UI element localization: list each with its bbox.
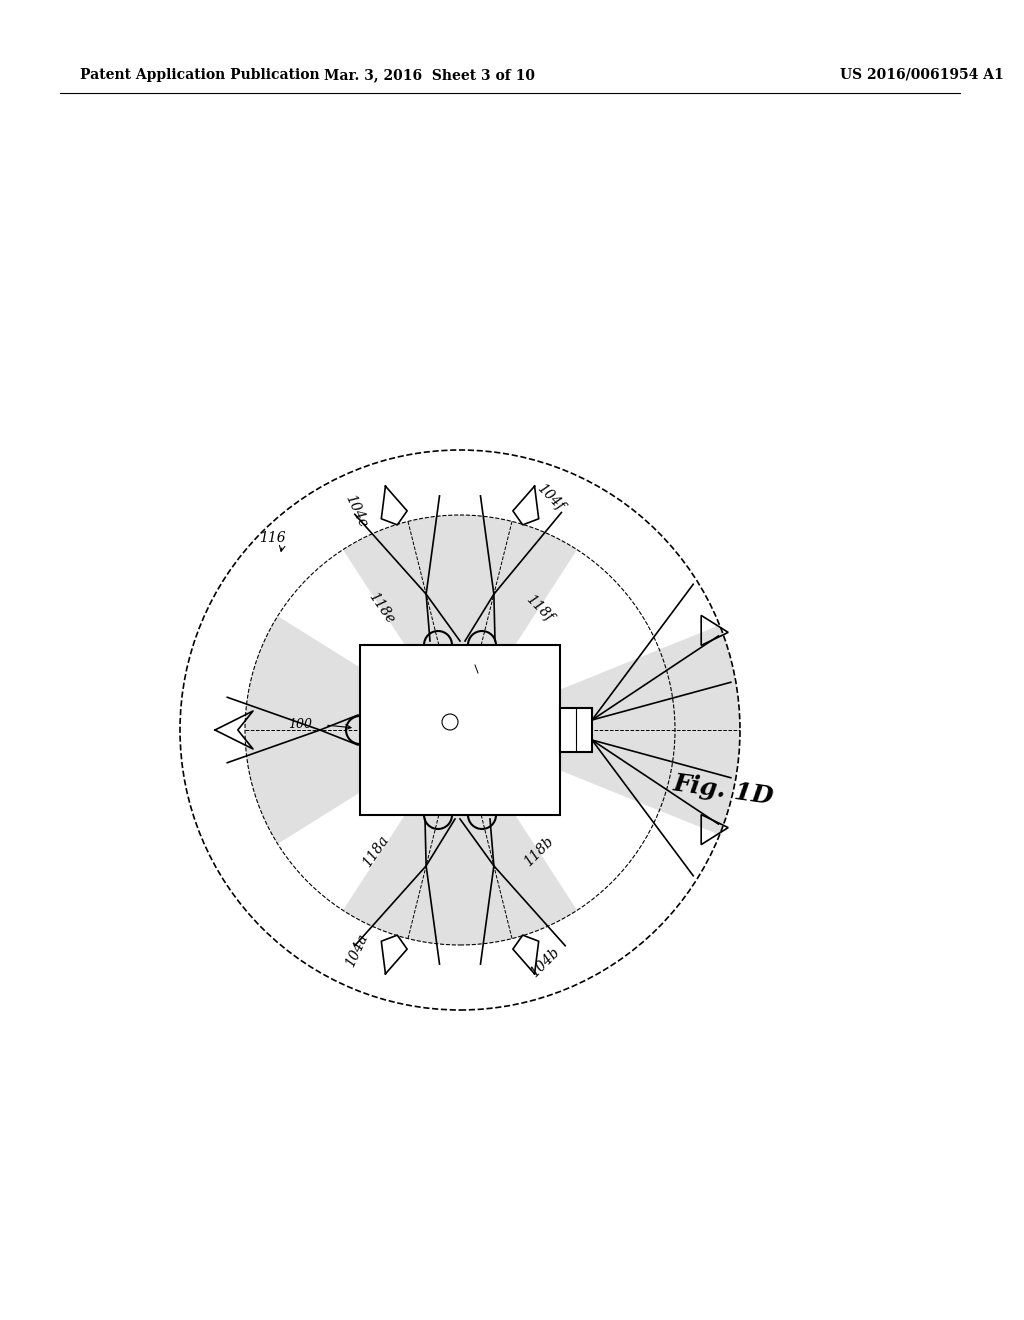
Text: 104a: 104a [343,932,371,970]
Text: 118b: 118b [521,834,557,870]
Text: US 2016/0061954 A1: US 2016/0061954 A1 [840,69,1004,82]
Bar [560,708,592,752]
Text: 104e: 104e [343,492,371,531]
Polygon shape [245,616,460,843]
Bar [360,645,560,814]
Text: 104b: 104b [527,945,562,981]
Text: 102: 102 [473,653,497,667]
Text: 118e: 118e [366,590,396,627]
Text: 100: 100 [288,718,312,731]
Text: 116: 116 [259,531,286,545]
Text: 104f: 104f [534,482,566,513]
Polygon shape [343,515,578,730]
Polygon shape [460,626,740,834]
Text: 105a: 105a [404,701,436,714]
Text: Fig. 1D: Fig. 1D [672,771,775,809]
Text: Mar. 3, 2016  Sheet 3 of 10: Mar. 3, 2016 Sheet 3 of 10 [325,69,536,82]
Text: 118a: 118a [360,834,391,870]
Text: 118f: 118f [523,591,555,624]
Text: 108: 108 [418,742,442,755]
Text: Patent Application Publication: Patent Application Publication [80,69,319,82]
Polygon shape [343,730,578,945]
